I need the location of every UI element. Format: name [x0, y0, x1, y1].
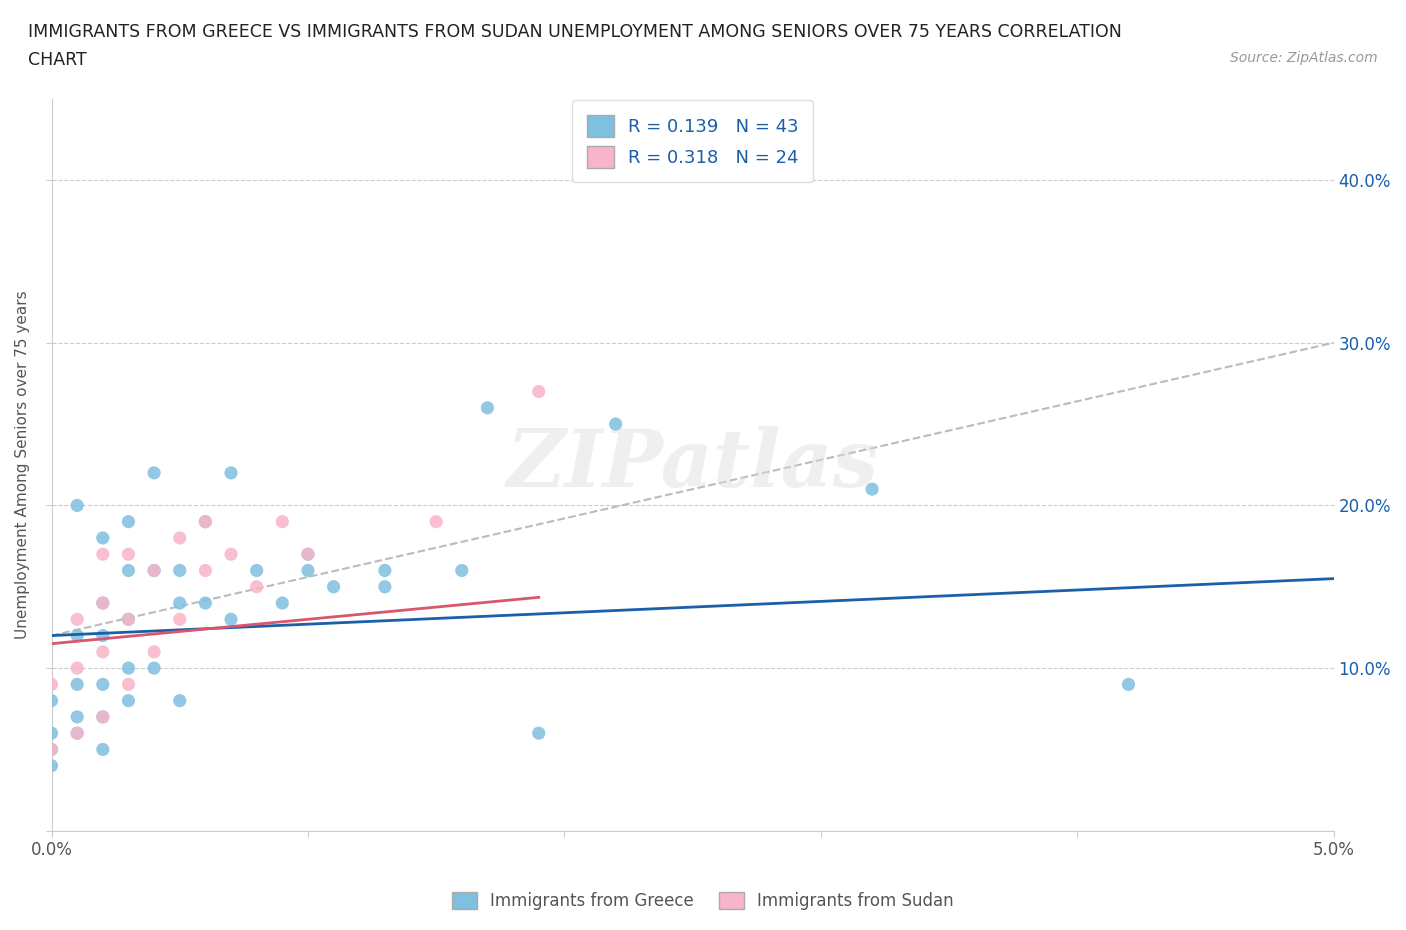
Point	[91, 628, 114, 643]
Point	[297, 547, 319, 562]
Point	[246, 563, 269, 578]
Point	[322, 579, 344, 594]
Point	[219, 612, 242, 627]
Point	[605, 417, 627, 432]
Point	[41, 742, 63, 757]
Point	[66, 612, 89, 627]
Point	[219, 547, 242, 562]
Point	[450, 563, 472, 578]
Point	[246, 579, 269, 594]
Point	[41, 742, 63, 757]
Point	[374, 563, 396, 578]
Point	[194, 514, 217, 529]
Point	[41, 725, 63, 740]
Point	[66, 628, 89, 643]
Point	[91, 547, 114, 562]
Point	[91, 710, 114, 724]
Legend: Immigrants from Greece, Immigrants from Sudan: Immigrants from Greece, Immigrants from …	[446, 885, 960, 917]
Point	[41, 677, 63, 692]
Point	[194, 595, 217, 610]
Point	[1118, 677, 1140, 692]
Point	[91, 644, 114, 659]
Point	[297, 547, 319, 562]
Point	[425, 514, 447, 529]
Point	[41, 693, 63, 708]
Point	[143, 660, 166, 675]
Point	[860, 482, 883, 497]
Point	[169, 612, 191, 627]
Point	[117, 660, 139, 675]
Point	[169, 530, 191, 545]
Point	[169, 595, 191, 610]
Point	[117, 693, 139, 708]
Point	[117, 563, 139, 578]
Point	[117, 514, 139, 529]
Point	[143, 465, 166, 480]
Point	[477, 400, 499, 415]
Point	[66, 677, 89, 692]
Point	[527, 384, 550, 399]
Point	[271, 595, 294, 610]
Point	[66, 498, 89, 512]
Point	[527, 725, 550, 740]
Text: CHART: CHART	[28, 51, 87, 69]
Point	[91, 595, 114, 610]
Text: IMMIGRANTS FROM GREECE VS IMMIGRANTS FROM SUDAN UNEMPLOYMENT AMONG SENIORS OVER : IMMIGRANTS FROM GREECE VS IMMIGRANTS FRO…	[28, 23, 1122, 41]
Point	[143, 644, 166, 659]
Point	[117, 612, 139, 627]
Point	[219, 465, 242, 480]
Point	[66, 710, 89, 724]
Text: ZIPatlas: ZIPatlas	[506, 426, 879, 503]
Point	[91, 710, 114, 724]
Point	[66, 725, 89, 740]
Point	[117, 612, 139, 627]
Point	[117, 547, 139, 562]
Point	[143, 563, 166, 578]
Point	[66, 660, 89, 675]
Point	[91, 742, 114, 757]
Point	[194, 563, 217, 578]
Point	[374, 579, 396, 594]
Point	[41, 758, 63, 773]
Point	[271, 514, 294, 529]
Point	[297, 563, 319, 578]
Point	[91, 595, 114, 610]
Point	[91, 677, 114, 692]
Point	[66, 725, 89, 740]
Legend: R = 0.139   N = 43, R = 0.318   N = 24: R = 0.139 N = 43, R = 0.318 N = 24	[572, 100, 813, 182]
Point	[169, 563, 191, 578]
Y-axis label: Unemployment Among Seniors over 75 years: Unemployment Among Seniors over 75 years	[15, 290, 30, 639]
Point	[91, 530, 114, 545]
Point	[143, 563, 166, 578]
Text: Source: ZipAtlas.com: Source: ZipAtlas.com	[1230, 51, 1378, 65]
Point	[169, 693, 191, 708]
Point	[117, 677, 139, 692]
Point	[194, 514, 217, 529]
